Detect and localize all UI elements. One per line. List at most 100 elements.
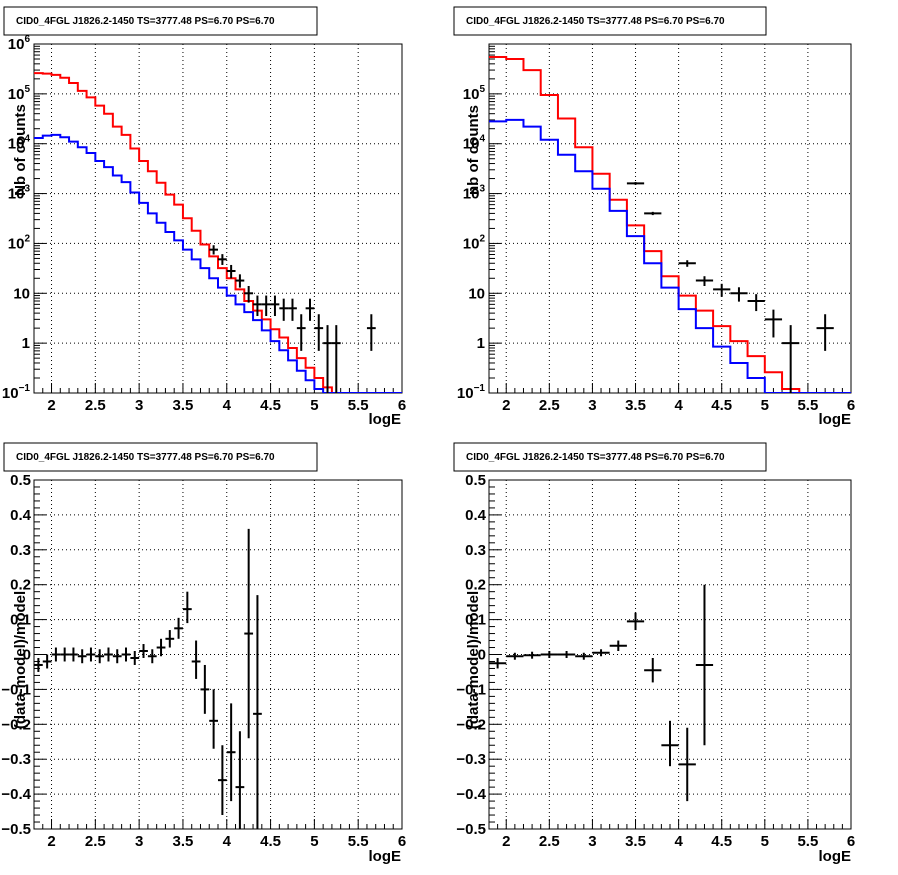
data-point bbox=[764, 309, 783, 338]
data-point bbox=[782, 325, 800, 393]
data-point bbox=[626, 612, 645, 631]
x-tick-label: 5 bbox=[310, 397, 318, 414]
y-tick-label: 102 bbox=[8, 233, 31, 252]
title-box bbox=[453, 442, 767, 472]
data-point bbox=[489, 657, 507, 669]
data-point bbox=[626, 182, 645, 185]
y-axis-label: (data-model)/model bbox=[12, 591, 29, 729]
y-tick-label: 0.3 bbox=[10, 542, 31, 559]
y-tick-base: 10 bbox=[8, 235, 25, 252]
y-tick-label: −0.2 bbox=[1, 716, 31, 733]
data-point bbox=[200, 664, 210, 714]
data-point bbox=[678, 727, 696, 802]
data-point bbox=[288, 298, 297, 321]
y-tick-label: −0.2 bbox=[456, 716, 486, 733]
y-tick-label: 103 bbox=[8, 184, 31, 203]
data-point bbox=[235, 731, 245, 829]
y-tick-label: −0.3 bbox=[1, 751, 31, 768]
x-tick-label: 4.5 bbox=[711, 833, 732, 850]
data-point bbox=[747, 294, 765, 312]
y-tick-label: 0.5 bbox=[10, 472, 31, 489]
y-tick-base: 10 bbox=[468, 285, 485, 302]
x-tick-label: 5 bbox=[761, 833, 769, 850]
x-tick-label: 4 bbox=[223, 397, 232, 414]
data-point bbox=[69, 647, 78, 662]
x-tick-label: 2.5 bbox=[539, 833, 560, 850]
x-tick-label: 4.5 bbox=[260, 397, 281, 414]
plot-frame bbox=[33, 43, 403, 394]
y-tick-base: 10 bbox=[8, 136, 25, 153]
pad-top-right: CID0_4FGL J1826.2-1450 TS=3777.48 PS=6.7… bbox=[453, 6, 855, 428]
y-tick-exponent: 2 bbox=[479, 233, 485, 244]
y-tick-label: 0.3 bbox=[465, 542, 486, 559]
chart-title: CID0_4FGL J1826.2-1450 TS=3777.48 PS=6.7… bbox=[466, 452, 725, 463]
data-point bbox=[60, 647, 70, 662]
data-point bbox=[270, 295, 280, 317]
y-tick-exponent: 5 bbox=[24, 84, 30, 95]
y-tick-base: 10 bbox=[13, 285, 30, 302]
x-axis-label: logE bbox=[819, 848, 852, 865]
data-point bbox=[261, 295, 271, 317]
y-tick-label: −0.1 bbox=[1, 681, 31, 698]
y-tick-exponent: 5 bbox=[479, 84, 485, 95]
x-tick-label: 5.5 bbox=[797, 833, 818, 850]
pad-top-left: CID0_4FGL J1826.2-1450 TS=3777.48 PS=6.7… bbox=[2, 6, 406, 428]
data-point bbox=[695, 276, 714, 287]
chart-title: CID0_4FGL J1826.2-1450 TS=3777.48 PS=6.7… bbox=[16, 16, 275, 27]
y-tick-label: 1 bbox=[477, 335, 485, 352]
y-tick-base: 10 bbox=[463, 186, 480, 203]
data-point bbox=[209, 245, 218, 255]
y-axis-label: Nb of counts bbox=[12, 104, 29, 196]
data-point bbox=[592, 649, 610, 657]
data-point bbox=[609, 640, 627, 652]
x-tick-label: 4 bbox=[674, 833, 683, 850]
x-tick-label: 2.5 bbox=[539, 397, 560, 414]
series-group bbox=[34, 528, 262, 829]
x-tick-label: 2 bbox=[47, 833, 55, 850]
pad-bottom-right: CID0_4FGL J1826.2-1450 TS=3777.48 PS=6.7… bbox=[453, 442, 855, 865]
data-point bbox=[678, 260, 696, 267]
y-tick-exponent: 6 bbox=[24, 34, 30, 45]
y-tick-label: 105 bbox=[463, 84, 486, 103]
y-tick-base: 10 bbox=[2, 385, 19, 402]
y-tick-exponent: 3 bbox=[24, 184, 30, 195]
data-point bbox=[366, 314, 376, 351]
y-tick-label: 0.2 bbox=[10, 577, 31, 594]
data-point bbox=[523, 651, 541, 659]
y-tick-label: 104 bbox=[8, 134, 31, 153]
data-point bbox=[104, 647, 113, 662]
series-red-step bbox=[34, 72, 402, 393]
x-tick-label: 2.5 bbox=[85, 397, 106, 414]
x-tick-label: 6 bbox=[847, 397, 855, 414]
data-point bbox=[121, 647, 131, 662]
x-tick-label: 6 bbox=[398, 397, 406, 414]
y-tick-label: 0.4 bbox=[465, 507, 487, 524]
data-point bbox=[147, 649, 157, 664]
data-point bbox=[244, 286, 254, 303]
y-tick-base: 10 bbox=[463, 86, 480, 103]
data-point bbox=[305, 298, 315, 321]
data-point bbox=[244, 528, 254, 739]
data-point bbox=[130, 651, 140, 665]
x-tick-label: 3.5 bbox=[173, 397, 194, 414]
data-point bbox=[557, 651, 576, 658]
data-point bbox=[323, 325, 332, 393]
data-point bbox=[86, 647, 96, 662]
y-axis-label: nb of counts bbox=[465, 105, 482, 195]
x-tick-label: 5.5 bbox=[348, 397, 369, 414]
x-tick-label: 2 bbox=[47, 397, 55, 414]
data-point bbox=[218, 745, 227, 816]
x-tick-label: 5 bbox=[761, 397, 769, 414]
x-tick-label: 2 bbox=[502, 833, 510, 850]
y-tick-label: 0.2 bbox=[465, 577, 486, 594]
data-point bbox=[226, 264, 236, 279]
x-tick-label: 2.5 bbox=[85, 833, 106, 850]
data-point bbox=[182, 591, 192, 624]
series-blue-step bbox=[34, 133, 402, 393]
x-tick-label: 5.5 bbox=[348, 833, 369, 850]
y-tick-label: 0.5 bbox=[465, 472, 486, 489]
data-point bbox=[331, 325, 341, 393]
y-tick-label: 10 bbox=[13, 285, 30, 302]
data-point bbox=[77, 649, 87, 664]
